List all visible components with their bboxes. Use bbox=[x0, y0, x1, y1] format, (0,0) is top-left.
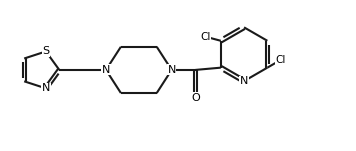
Text: Cl: Cl bbox=[200, 32, 211, 42]
Text: N: N bbox=[42, 83, 50, 93]
Text: N: N bbox=[167, 65, 176, 75]
Text: N: N bbox=[240, 76, 248, 86]
Text: N: N bbox=[102, 65, 110, 75]
Text: O: O bbox=[191, 93, 200, 103]
Text: Cl: Cl bbox=[276, 55, 286, 65]
Text: S: S bbox=[42, 47, 49, 56]
